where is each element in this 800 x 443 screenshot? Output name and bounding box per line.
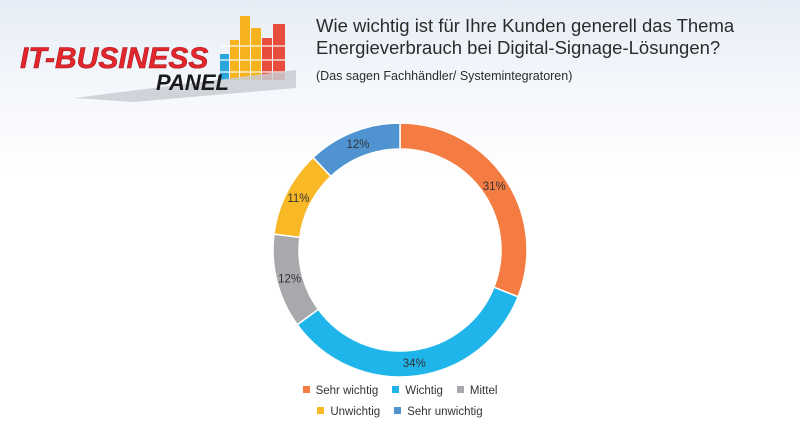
chart-subtitle: (Das sagen Fachhändler/ Systemintegrator… (316, 69, 573, 83)
slice-label-3: 12% (278, 273, 301, 285)
legend-label-2: Wichtig (405, 385, 443, 397)
legend-swatch-1 (302, 386, 310, 393)
legend-item-4: Unwichtig (317, 406, 380, 418)
legend-label-5: Sehr unwichtig (407, 406, 483, 418)
logo-bars-graphic (220, 16, 286, 80)
legend-swatch-5 (394, 407, 402, 414)
legend-swatch-2 (392, 386, 400, 393)
legend-item-3: Mittel (456, 385, 498, 397)
slice-label-1: 31% (483, 181, 506, 193)
slice-label-5: 12% (347, 139, 370, 151)
legend-item-2: Wichtig (392, 385, 443, 397)
it-business-panel-logo: IT-BUSINESS PANEL (20, 16, 296, 102)
legend-row-1: Sehr wichtig Wichtig Mittel (0, 385, 800, 397)
donut-slice-1 (399, 122, 528, 298)
donut-chart: 31% 34% 12% 11% 12% (272, 122, 528, 378)
slice-label-4: 11% (287, 193, 309, 205)
legend-item-5: Sehr unwichtig (394, 406, 483, 418)
logo-text-it-business: IT-BUSINESS (20, 42, 208, 75)
donut-slice-5 (312, 122, 401, 178)
logo-swoosh (74, 70, 296, 102)
legend-swatch-4 (317, 407, 325, 414)
chart-title: Wie wichtig ist für Ihre Kunden generell… (316, 15, 735, 58)
logo-text-panel: PANEL (156, 70, 229, 95)
slice-label-2: 34% (403, 358, 426, 370)
legend-item-1: Sehr wichtig (302, 385, 379, 397)
legend-swatch-3 (456, 386, 464, 393)
legend-label-4: Unwichtig (330, 406, 381, 418)
legend-row-2: Unwichtig Sehr unwichtig (0, 406, 800, 418)
legend-label-1: Sehr wichtig (315, 385, 379, 397)
legend-label-3: Mittel (469, 385, 498, 397)
